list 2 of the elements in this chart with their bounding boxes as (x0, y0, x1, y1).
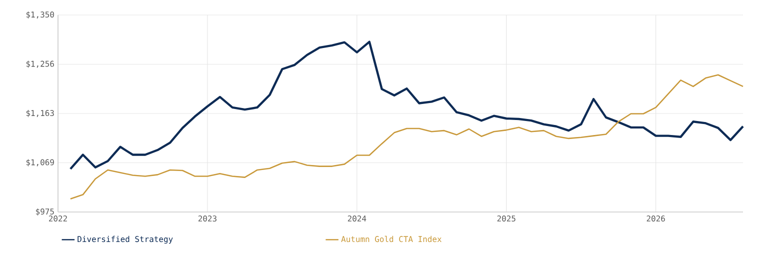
line-series (70, 74, 744, 200)
line-series (69, 40, 744, 170)
